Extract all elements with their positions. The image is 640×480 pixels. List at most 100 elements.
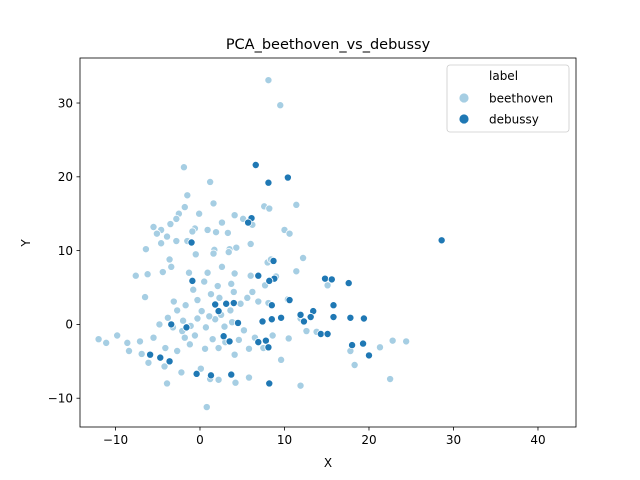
x-tick-label-2: 10 <box>277 433 292 447</box>
data-point-beethoven-120 <box>296 381 305 390</box>
data-point-beethoven-110 <box>231 378 240 387</box>
data-point-beethoven-106 <box>177 368 186 377</box>
data-point-debussy-42 <box>264 343 273 352</box>
data-point-debussy-16 <box>329 301 338 310</box>
data-point-beethoven-18 <box>203 225 212 234</box>
data-point-beethoven-39 <box>209 249 218 258</box>
data-point-beethoven-6 <box>265 204 274 213</box>
data-point-beethoven-28 <box>188 227 197 236</box>
data-point-debussy-31 <box>299 317 308 326</box>
data-point-debussy-27 <box>214 307 223 316</box>
legend-label-beethoven: beethoven <box>489 91 553 105</box>
data-point-beethoven-45 <box>184 268 193 277</box>
data-point-debussy-30 <box>277 313 286 322</box>
data-point-beethoven-1 <box>276 101 285 110</box>
data-point-debussy-29 <box>258 317 267 326</box>
data-point-debussy-32 <box>316 330 325 339</box>
data-point-debussy-28 <box>234 318 243 327</box>
x-tick-label-5: 40 <box>530 433 545 447</box>
data-point-beethoven-57 <box>193 296 202 305</box>
legend: label beethoven debussy <box>446 64 570 133</box>
data-point-beethoven-84 <box>284 334 293 343</box>
data-point-beethoven-135 <box>163 313 172 322</box>
data-point-beethoven-89 <box>125 346 134 355</box>
data-point-beethoven-9 <box>180 203 189 212</box>
data-point-beethoven-105 <box>160 362 169 371</box>
data-point-beethoven-113 <box>202 403 211 412</box>
data-point-beethoven-42 <box>131 271 140 280</box>
data-point-beethoven-128 <box>200 277 209 286</box>
data-point-beethoven-4 <box>183 191 192 200</box>
data-point-beethoven-115 <box>350 361 359 370</box>
data-point-beethoven-35 <box>285 229 294 238</box>
data-point-beethoven-93 <box>185 340 194 349</box>
data-point-debussy-1 <box>264 178 273 187</box>
data-point-debussy-25 <box>222 299 231 308</box>
points-layer <box>94 76 446 412</box>
data-point-beethoven-41 <box>158 268 167 277</box>
data-point-beethoven-134 <box>173 306 182 315</box>
data-point-debussy-35 <box>359 339 368 348</box>
data-point-beethoven-103 <box>123 338 132 347</box>
data-point-debussy-33 <box>323 330 332 339</box>
data-point-beethoven-111 <box>244 373 253 382</box>
data-point-beethoven-118 <box>402 337 411 346</box>
data-point-beethoven-52 <box>299 253 308 262</box>
data-point-debussy-23 <box>267 301 276 310</box>
data-point-debussy-20 <box>329 313 338 322</box>
data-point-beethoven-107 <box>196 364 205 373</box>
data-point-beethoven-11 <box>166 220 175 229</box>
plot-frame <box>79 57 577 428</box>
y-tick-label-2: 10 <box>58 244 73 258</box>
data-point-debussy-36 <box>364 351 373 360</box>
data-point-beethoven-37 <box>165 255 174 264</box>
data-point-debussy-47 <box>192 369 201 378</box>
data-point-debussy-22 <box>359 314 368 323</box>
data-point-beethoven-54 <box>141 293 150 302</box>
data-point-beethoven-123 <box>205 312 214 321</box>
legend-title: label <box>489 69 518 83</box>
data-point-debussy-8 <box>269 256 278 265</box>
data-point-beethoven-78 <box>190 331 199 340</box>
data-point-beethoven-22 <box>230 211 239 220</box>
data-point-debussy-41 <box>261 336 270 345</box>
data-point-beethoven-102 <box>94 335 103 344</box>
data-point-beethoven-112 <box>163 379 172 388</box>
data-point-debussy-50 <box>265 379 274 388</box>
data-point-beethoven-44 <box>167 262 176 271</box>
data-point-beethoven-55 <box>169 297 178 306</box>
data-point-beethoven-104 <box>144 358 153 367</box>
data-point-beethoven-95 <box>214 344 223 353</box>
data-point-beethoven-100 <box>113 331 122 340</box>
data-point-beethoven-40 <box>224 248 233 257</box>
data-point-beethoven-129 <box>213 282 222 291</box>
data-point-beethoven-3 <box>206 177 215 186</box>
data-point-debussy-49 <box>227 370 236 379</box>
data-point-beethoven-96 <box>230 350 239 359</box>
data-point-beethoven-32 <box>232 243 241 252</box>
data-point-beethoven-75 <box>220 322 229 331</box>
data-point-beethoven-92 <box>173 346 182 355</box>
data-point-beethoven-0 <box>264 76 273 85</box>
data-point-beethoven-13 <box>152 229 161 238</box>
data-point-beethoven-58 <box>206 290 215 299</box>
data-point-beethoven-101 <box>102 338 111 347</box>
data-point-debussy-21 <box>346 313 355 322</box>
data-point-beethoven-109 <box>214 375 223 384</box>
data-point-beethoven-20 <box>217 218 226 227</box>
legend-box <box>446 64 570 133</box>
data-point-debussy-44 <box>146 350 155 359</box>
x-axis-title: X <box>324 456 332 470</box>
data-point-debussy-10 <box>265 276 274 285</box>
axes-layer: −10 0 10 20 30 40 −10 0 10 20 30 <box>48 57 577 447</box>
data-point-beethoven-38 <box>191 250 200 259</box>
data-point-debussy-24 <box>229 299 238 308</box>
data-point-beethoven-73 <box>201 323 210 332</box>
data-point-beethoven-131 <box>248 287 257 296</box>
y-axis-title: Y <box>19 239 33 248</box>
data-point-beethoven-46 <box>203 268 212 277</box>
data-point-debussy-34 <box>348 341 357 350</box>
data-point-beethoven-130 <box>227 279 236 288</box>
data-point-beethoven-88 <box>135 337 144 346</box>
